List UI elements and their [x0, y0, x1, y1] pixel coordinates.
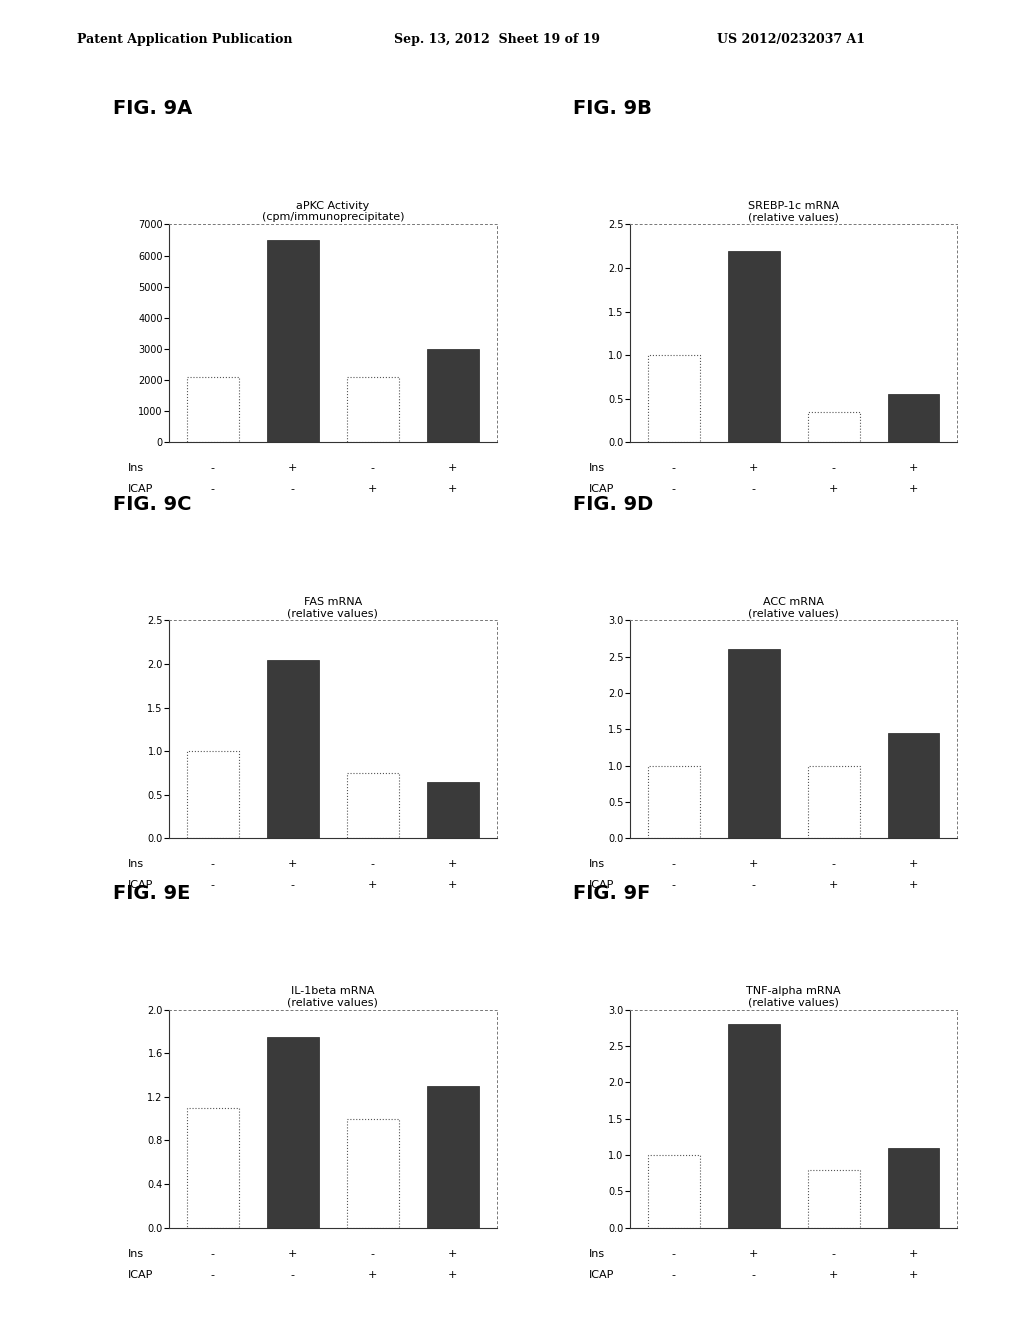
Text: -: - [752, 880, 756, 891]
Text: -: - [672, 484, 676, 495]
Text: +: + [828, 880, 839, 891]
Bar [648, 355, 699, 442]
Bar [888, 395, 939, 442]
Text: FIG. 9E: FIG. 9E [113, 884, 190, 903]
Text: ICAP: ICAP [128, 484, 154, 495]
Bar [888, 733, 939, 838]
Text: Ins: Ins [128, 1249, 144, 1259]
Bar [267, 240, 318, 442]
Text: +: + [288, 1249, 298, 1259]
Text: -: - [211, 1249, 215, 1259]
Text: -: - [672, 463, 676, 474]
Text: -: - [672, 1249, 676, 1259]
Bar [347, 1119, 398, 1228]
Text: Ins: Ins [589, 859, 605, 870]
Bar [808, 766, 859, 838]
Text: -: - [831, 1249, 836, 1259]
Bar [347, 774, 398, 838]
Text: -: - [371, 463, 375, 474]
Text: +: + [908, 880, 919, 891]
Title: aPKC Activity
(cpm/immunoprecipitate): aPKC Activity (cpm/immunoprecipitate) [261, 201, 404, 222]
Text: FIG. 9C: FIG. 9C [113, 495, 191, 513]
Bar [728, 1024, 779, 1228]
Text: +: + [447, 859, 458, 870]
Text: -: - [291, 1270, 295, 1280]
Text: Ins: Ins [128, 859, 144, 870]
Text: +: + [908, 1249, 919, 1259]
Text: -: - [211, 463, 215, 474]
Bar [267, 660, 318, 838]
Title: FAS mRNA
(relative values): FAS mRNA (relative values) [288, 597, 378, 618]
Text: -: - [672, 1270, 676, 1280]
Bar [648, 766, 699, 838]
Bar [347, 378, 398, 442]
Text: +: + [368, 484, 378, 495]
Bar [808, 1170, 859, 1228]
Text: +: + [908, 484, 919, 495]
Text: +: + [908, 463, 919, 474]
Text: +: + [447, 1249, 458, 1259]
Text: FIG. 9A: FIG. 9A [113, 99, 191, 117]
Text: ICAP: ICAP [128, 880, 154, 891]
Text: +: + [908, 859, 919, 870]
Text: -: - [291, 484, 295, 495]
Text: Ins: Ins [589, 1249, 605, 1259]
Text: US 2012/0232037 A1: US 2012/0232037 A1 [717, 33, 865, 46]
Text: +: + [368, 1270, 378, 1280]
Bar [187, 751, 239, 838]
Bar [427, 348, 478, 442]
Text: ICAP: ICAP [128, 1270, 154, 1280]
Text: -: - [672, 880, 676, 891]
Title: ACC mRNA
(relative values): ACC mRNA (relative values) [749, 597, 839, 618]
Text: ICAP: ICAP [589, 880, 614, 891]
Text: +: + [749, 463, 759, 474]
Text: FIG. 9F: FIG. 9F [573, 884, 651, 903]
Bar [267, 1038, 318, 1228]
Text: +: + [288, 463, 298, 474]
Text: +: + [447, 484, 458, 495]
Bar [187, 1107, 239, 1228]
Text: +: + [447, 463, 458, 474]
Text: -: - [211, 880, 215, 891]
Text: -: - [211, 859, 215, 870]
Bar [648, 1155, 699, 1228]
Text: FIG. 9B: FIG. 9B [573, 99, 652, 117]
Text: -: - [211, 484, 215, 495]
Text: +: + [288, 859, 298, 870]
Text: +: + [908, 1270, 919, 1280]
Text: Ins: Ins [589, 463, 605, 474]
Title: TNF-alpha mRNA
(relative values): TNF-alpha mRNA (relative values) [746, 986, 841, 1007]
Text: -: - [752, 484, 756, 495]
Bar [427, 781, 478, 838]
Text: Ins: Ins [128, 463, 144, 474]
Bar [888, 1147, 939, 1228]
Text: +: + [749, 1249, 759, 1259]
Text: -: - [291, 880, 295, 891]
Text: +: + [368, 880, 378, 891]
Title: IL-1beta mRNA
(relative values): IL-1beta mRNA (relative values) [288, 986, 378, 1007]
Bar [728, 251, 779, 442]
Text: -: - [672, 859, 676, 870]
Text: +: + [447, 880, 458, 891]
Text: +: + [447, 1270, 458, 1280]
Text: ICAP: ICAP [589, 1270, 614, 1280]
Text: -: - [371, 859, 375, 870]
Text: ICAP: ICAP [589, 484, 614, 495]
Bar [808, 412, 859, 442]
Bar [187, 378, 239, 442]
Text: -: - [831, 859, 836, 870]
Text: Patent Application Publication: Patent Application Publication [77, 33, 292, 46]
Text: -: - [752, 1270, 756, 1280]
Text: +: + [828, 484, 839, 495]
Text: FIG. 9D: FIG. 9D [573, 495, 653, 513]
Text: -: - [211, 1270, 215, 1280]
Title: SREBP-1c mRNA
(relative values): SREBP-1c mRNA (relative values) [748, 201, 840, 222]
Text: -: - [831, 463, 836, 474]
Text: Sep. 13, 2012  Sheet 19 of 19: Sep. 13, 2012 Sheet 19 of 19 [394, 33, 600, 46]
Text: +: + [749, 859, 759, 870]
Bar [728, 649, 779, 838]
Text: -: - [371, 1249, 375, 1259]
Text: +: + [828, 1270, 839, 1280]
Bar [427, 1086, 478, 1228]
